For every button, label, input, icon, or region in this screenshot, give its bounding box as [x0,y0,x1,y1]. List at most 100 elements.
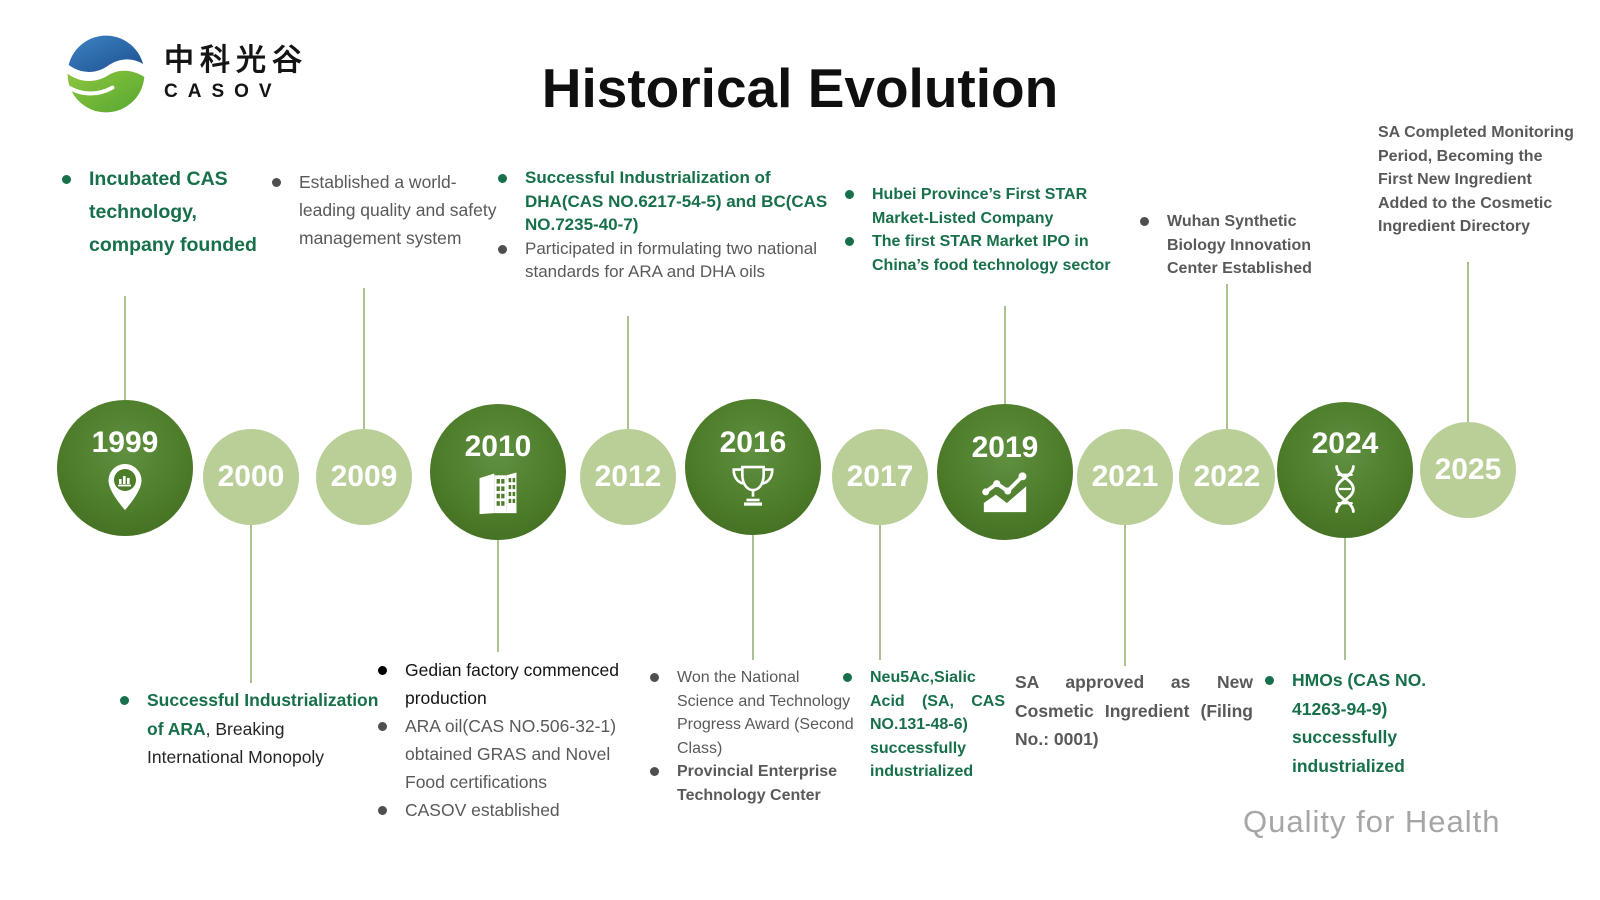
year-label: 2017 [846,460,914,493]
note-text: The first STAR Market IPO in China’s foo… [872,233,1111,274]
logo-text: 中科光谷 CASOV [164,44,308,104]
list-item: Incubated CAS technology, company founde… [62,163,274,262]
note-text-highlight: Successful Industrialization of ARA [147,690,379,739]
bullet-dot [378,806,387,815]
note-text: CASOV established [405,800,560,820]
note-1999-founded: Incubated CAS technology, company founde… [62,163,274,262]
stock-growth-chart-icon [982,471,1027,512]
year-label: 2012 [594,460,662,493]
timeline-node-1999: 1999 [57,400,193,536]
timeline-node-2017: 2017 [832,429,928,525]
connector-line [1344,537,1346,660]
note-text: Won the National Science and Technology … [677,669,854,757]
list-item: The first STAR Market IPO in China’s foo… [845,230,1113,277]
note-2012-dha: Successful Industrialization of DHA(CAS … [498,166,828,284]
year-label: 1999 [91,425,159,459]
factory-buildings-icon [479,472,517,514]
year-label: 2024 [1311,426,1379,460]
note-text: Successful Industrialization of ARA, Bre… [147,686,382,772]
note-2009-quality-system: Established a world-leading quality and … [272,168,500,252]
note-text: SA approved as New Cosmetic Ingredient (… [1015,672,1253,749]
list-item: Gedian factory commenced production [378,656,640,712]
bullet-dot [272,178,281,187]
list-item: Wuhan Synthetic Biology Innovation Cente… [1140,210,1342,281]
list-item: HMOs (CAS NO. 41263-94-9) successfully i… [1265,666,1443,780]
timeline-node-2010: 2010 [430,404,566,540]
list-item: ARA oil(CAS NO.506-32-1) obtained GRAS a… [378,712,640,796]
bullet-dot [378,666,387,675]
note-text: Hubei Province’s First STAR Market-Liste… [872,186,1088,227]
note-2022-wuhan-center: Wuhan Synthetic Biology Innovation Cente… [1140,210,1342,281]
year-label: 2016 [719,425,787,459]
note-2025-sa-monitoring: SA Completed Monitoring Period, Becoming… [1378,121,1574,239]
bullet-dot [845,190,854,199]
year-label: 2021 [1091,460,1159,493]
year-label: 2009 [330,460,398,493]
note-2000-ara: Successful Industrialization of ARA, Bre… [120,686,382,772]
timeline-node-2000: 2000 [203,429,299,525]
timeline-node-2016: 2016 [685,399,821,535]
timeline-node-2019: 2019 [937,404,1073,540]
note-text: Wuhan Synthetic Biology Innovation Cente… [1167,213,1312,277]
connector-line [1226,284,1228,431]
casov-globe-icon [67,35,145,113]
list-item: Provincial Enterprise Technology Center [650,760,858,807]
connector-line [363,288,365,431]
year-label: 2022 [1193,460,1261,493]
note-2021-sa-cosmetic: SA approved as New Cosmetic Ingredient (… [1015,668,1253,754]
note-text: Participated in formulating two national… [525,238,817,282]
list-item: Won the National Science and Technology … [650,666,858,760]
timeline-node-2024: 2024 [1277,402,1413,538]
note-text: Incubated CAS technology, company founde… [89,168,257,256]
bullet-dot [498,244,507,254]
timeline-node-2009: 2009 [316,429,412,525]
timeline-node-2025: 2025 [1420,422,1516,518]
connector-line [250,523,252,683]
connector-line [497,538,499,652]
connector-line [752,535,754,660]
list-item: Established a world-leading quality and … [272,168,500,252]
timeline-node-2022: 2022 [1179,429,1275,525]
slogan-text: Quality for Health [1243,804,1501,839]
logo-name-latin: CASOV [164,81,282,102]
note-2016-awards: Won the National Science and Technology … [650,666,858,807]
bullet-dot [62,175,71,184]
trophy-icon [732,465,774,506]
logo-name-chinese: 中科光谷 [164,44,308,77]
bullet-dot [1265,676,1274,685]
bullet-dot [498,174,507,183]
year-label: 2010 [464,429,532,463]
bullet-dot [120,696,129,705]
list-item: Hubei Province’s First STAR Market-Liste… [845,183,1113,230]
location-pin-chart-icon [108,463,142,510]
connector-line [1124,523,1126,666]
list-item: CASOV established [378,796,640,824]
note-text: Established a world-leading quality and … [299,172,497,248]
list-item: Neu5Ac,Sialic Acid (SA, CAS NO.131-48-6)… [843,666,1005,784]
bullet-dot [650,673,659,682]
timeline-node-2012: 2012 [580,429,676,525]
note-text: Provincial Enterprise Technology Center [677,763,838,804]
bullet-dot [650,767,659,776]
year-label: 2019 [971,430,1039,464]
bullet-dot [1140,217,1149,226]
note-2024-hmos: HMOs (CAS NO. 41263-94-9) successfully i… [1265,666,1443,780]
list-item: Participated in formulating two national… [498,237,828,284]
bullet-dot [845,237,854,246]
note-2019-star-market: Hubei Province’s First STAR Market-Liste… [845,183,1113,277]
note-2010-details: Gedian factory commenced production ARA … [378,656,640,824]
casov-logo: 中科光谷 CASOV [66,34,308,114]
list-item: Successful Industrialization of DHA(CAS … [498,166,828,237]
note-text: SA Completed Monitoring Period, Becoming… [1378,124,1574,235]
bullet-dot [843,673,852,682]
connector-line [879,523,881,660]
note-2017-neu5ac: Neu5Ac,Sialic Acid (SA, CAS NO.131-48-6)… [843,666,1005,784]
connector-line [1004,306,1006,406]
connector-line [124,296,126,402]
note-text: HMOs (CAS NO. 41263-94-9) successfully i… [1292,670,1427,776]
note-text: Neu5Ac,Sialic Acid (SA, CAS NO.131-48-6)… [870,669,1005,780]
note-text: Successful Industrialization of DHA(CAS … [525,168,828,234]
year-label: 2000 [217,460,285,493]
bullet-dot [378,722,387,731]
